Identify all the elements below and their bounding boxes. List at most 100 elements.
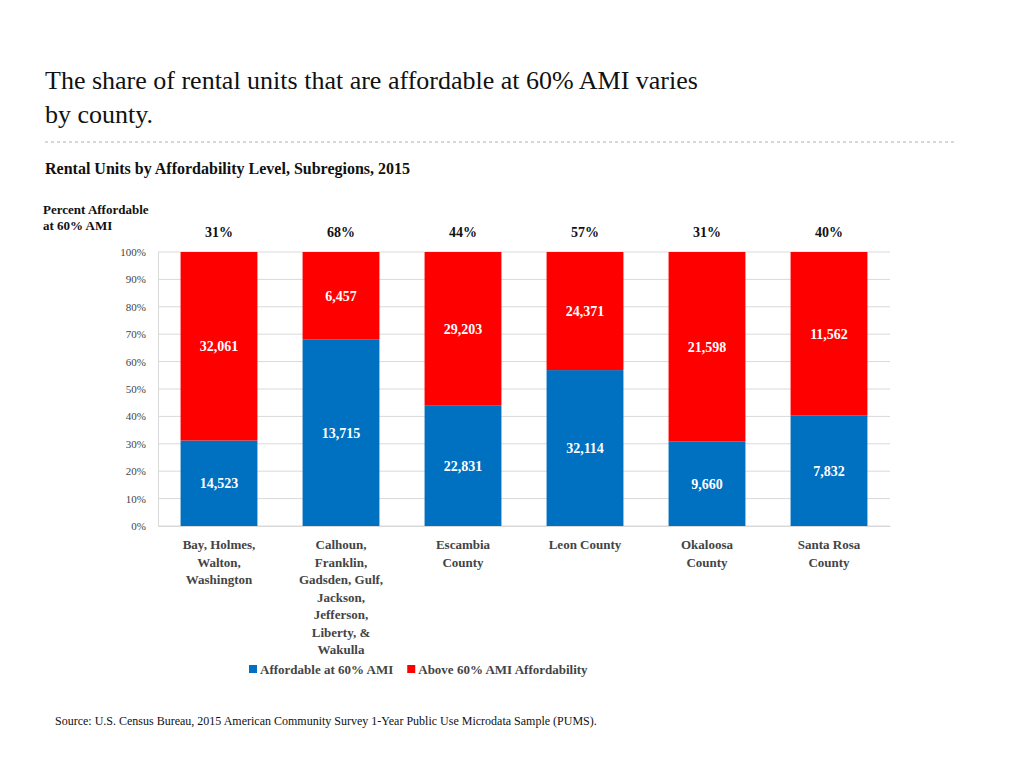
percent-affordable-title: Percent Affordableat 60% AMI — [43, 202, 149, 233]
x-tick-label-line: Jackson, — [317, 590, 365, 605]
percent-affordable-label: 57% — [571, 225, 599, 240]
data-label: 32,114 — [566, 441, 604, 456]
percent-affordable-label: 31% — [693, 225, 721, 240]
percent-affordable-label: 44% — [449, 225, 477, 240]
grid-line — [158, 334, 890, 335]
grid-line — [158, 498, 890, 499]
y-axis: 0% 10% 20% 30% 40% 50% 60% 70% 80% 90% 100% — [120, 246, 158, 532]
x-tick: Bay, Holmes, Walton, Washington — [183, 526, 256, 587]
y-axis-line — [158, 253, 159, 527]
x-tick-label-line: Jefferson, — [314, 607, 369, 622]
y-tick: 60% — [126, 356, 158, 368]
x-tick-label: Okaloosa County — [681, 537, 734, 570]
x-axis: Bay, Holmes,Walton,WashingtonCalhoun,Fra… — [159, 526, 891, 657]
y-tick: 50% — [126, 383, 158, 395]
bar-segment — [669, 252, 746, 441]
data-label: 11,562 — [810, 327, 848, 342]
bar-segment — [425, 406, 502, 526]
x-tick-label-line: County — [442, 555, 484, 570]
legend-swatch — [249, 665, 257, 673]
data-label: 6,457 — [325, 289, 357, 304]
x-tick-label-line: Walton, — [197, 555, 241, 570]
percent-affordable-label: 31% — [205, 225, 233, 240]
source: Source: U.S. Census Bureau, 2015 America… — [55, 714, 597, 728]
grid-line — [158, 306, 890, 307]
x-tick-label-line: Gadsden, Gulf, — [299, 572, 383, 587]
x-tick-label-line: Calhoun, — [316, 537, 367, 552]
subtitle: Rental Units by Affordability Level, Sub… — [45, 160, 410, 178]
percent-affordable-labels: 31% 68% 44% 57% 31% 40% — [205, 225, 843, 240]
legend-label: Above 60% AMI Affordability — [418, 662, 588, 677]
x-tick-label-line: Wakulla — [318, 642, 365, 657]
grid-line — [158, 389, 890, 390]
x-tick-label: Escambia County — [436, 537, 491, 570]
x-tick: Calhoun,Franklin,Gadsden, Gulf,Jackson,J… — [299, 526, 383, 657]
title-line: by county. — [45, 100, 153, 129]
y-tick: 90% — [126, 273, 158, 285]
y-tick-label: 50% — [126, 383, 146, 395]
x-tick-label: Bay, Holmes, Walton, Washington — [183, 537, 256, 587]
grid-line — [158, 361, 890, 362]
y-tick: 100% — [120, 246, 158, 258]
y-tick-label: 40% — [126, 410, 146, 422]
y-tick: 10% — [126, 493, 158, 505]
data-label: 9,660 — [691, 477, 723, 492]
bar-segment — [547, 370, 624, 526]
grid-line — [158, 279, 890, 280]
y-tick: 40% — [126, 410, 158, 422]
data-label: 22,831 — [444, 459, 483, 474]
x-tick-label-line: Bay, Holmes, — [183, 537, 256, 552]
grid-line — [158, 526, 890, 527]
grid-line — [158, 252, 890, 253]
data-label: 21,598 — [688, 340, 727, 355]
x-tick: Leon County — [549, 526, 622, 552]
x-tick-label-line: Santa Rosa — [798, 537, 861, 552]
y-tick: 80% — [126, 301, 158, 313]
x-tick-label: Leon County — [549, 537, 622, 552]
y-tick-label: 70% — [126, 328, 146, 340]
x-tick-label: Calhoun,Franklin,Gadsden, Gulf,Jackson,J… — [299, 537, 383, 657]
bar-segment — [547, 252, 624, 370]
grid-line — [158, 443, 890, 444]
x-tick-label-line: Liberty, & — [312, 625, 371, 640]
bar-segment — [791, 252, 868, 415]
x-tick-label-line: Escambia — [436, 537, 491, 552]
percent-affordable-title-line: Percent Affordable — [43, 202, 149, 217]
y-tick-label: 90% — [126, 273, 146, 285]
data-label: 13,715 — [322, 426, 361, 441]
y-tick-label: 80% — [126, 301, 146, 313]
y-tick-label: 30% — [126, 438, 146, 450]
y-tick-label: 0% — [131, 520, 146, 532]
data-labels: 14,52313,71522,83132,1149,6607,83232,061… — [200, 289, 848, 492]
grid-line — [158, 471, 890, 472]
x-tick-label-line: Okaloosa — [681, 537, 734, 552]
bar-segment — [303, 252, 380, 340]
data-label: 24,371 — [566, 304, 605, 319]
data-label: 32,061 — [200, 339, 239, 354]
percent-affordable-label: 68% — [327, 225, 355, 240]
bar-segment — [669, 441, 746, 526]
x-tick-label-line: County — [686, 555, 728, 570]
x-tick-label-line: Washington — [186, 572, 253, 587]
x-tick: Okaloosa County — [681, 526, 734, 570]
legend: Affordable at 60% AMIAbove 60% AMI Affor… — [249, 662, 588, 677]
y-tick-label: 20% — [126, 465, 146, 477]
legend-swatch — [407, 665, 415, 673]
y-tick-label: 10% — [126, 493, 146, 505]
separator — [45, 142, 955, 143]
bars — [181, 252, 868, 526]
data-label: 7,832 — [813, 464, 845, 479]
data-label: 29,203 — [444, 322, 483, 337]
title-line: The share of rental units that are affor… — [45, 66, 698, 95]
x-tick-label-line: Leon County — [549, 537, 622, 552]
y-tick-label: 60% — [126, 356, 146, 368]
y-tick: 0% — [131, 520, 158, 532]
percent-affordable-label: 40% — [815, 225, 843, 240]
y-tick: 70% — [126, 328, 158, 340]
bar-segment — [791, 415, 868, 526]
bar-segment — [181, 252, 258, 441]
x-tick-label: Santa RosaCounty — [798, 537, 861, 570]
chart: The share of rental units that are affor… — [0, 0, 1024, 768]
y-tick: 30% — [126, 438, 158, 450]
title: The share of rental units that are affor… — [45, 66, 698, 129]
